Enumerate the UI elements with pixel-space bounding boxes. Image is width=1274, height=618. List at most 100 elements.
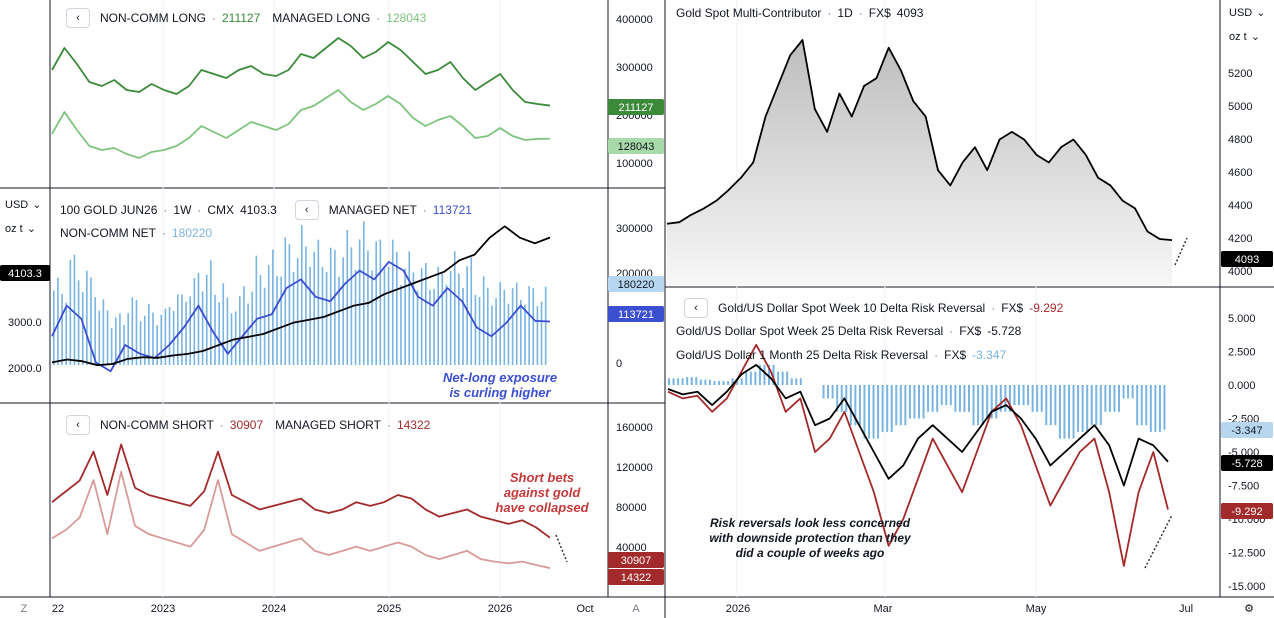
net-bar bbox=[160, 314, 163, 365]
axis-tick: 5200 bbox=[1228, 68, 1252, 80]
axis-tick: 2.500 bbox=[1228, 347, 1256, 359]
legend-value: 14322 bbox=[396, 418, 431, 432]
net-bar bbox=[210, 260, 212, 365]
rr-bar bbox=[990, 385, 993, 419]
rr-bar bbox=[1122, 385, 1125, 399]
rr-bar bbox=[931, 385, 934, 412]
currency-select[interactable]: USD ⌄ bbox=[1229, 6, 1265, 20]
rr-legend-2: Gold/US Dollar Spot Week 25 Delta Risk R… bbox=[676, 324, 1022, 338]
rr-bar bbox=[972, 385, 975, 426]
net-bar bbox=[131, 297, 134, 365]
legend-label: NON-COMM SHORT bbox=[100, 418, 214, 432]
net-bar bbox=[247, 303, 249, 365]
rr-bar bbox=[1077, 385, 1080, 432]
rr-bar bbox=[836, 385, 839, 412]
chevron-down-icon: ⌄ bbox=[32, 199, 42, 211]
value-badge: -9.292 bbox=[1231, 506, 1262, 518]
rr-bar bbox=[831, 385, 834, 399]
value-badge-bg bbox=[608, 276, 664, 292]
net-bar bbox=[511, 287, 514, 365]
rr-bar bbox=[886, 385, 889, 432]
net-bar bbox=[342, 257, 344, 365]
rr-bar bbox=[999, 385, 1002, 412]
rr-bar bbox=[1040, 385, 1043, 412]
net-bar bbox=[61, 293, 63, 365]
axis-tick: 4000 bbox=[1228, 266, 1252, 278]
rr-bar bbox=[872, 385, 875, 439]
axis-tick: -12.500 bbox=[1228, 548, 1265, 560]
rr-bar bbox=[1104, 385, 1107, 412]
net-bar bbox=[280, 276, 282, 365]
rr-bar bbox=[1163, 385, 1166, 430]
net-bar bbox=[404, 268, 406, 365]
currency-select[interactable]: USD ⌄ bbox=[5, 198, 42, 212]
net-bar bbox=[474, 294, 477, 365]
net-bar bbox=[81, 292, 84, 365]
net-bar bbox=[164, 308, 167, 365]
net-bar bbox=[325, 272, 328, 365]
net-bar bbox=[532, 288, 535, 365]
unit-select[interactable]: oz t ⌄ bbox=[1229, 30, 1260, 44]
net-bar bbox=[536, 306, 539, 365]
trend-arrow bbox=[1174, 237, 1188, 266]
collapse-legend-button[interactable]: ‹ bbox=[66, 415, 90, 435]
axis-tick: 300000 bbox=[616, 223, 653, 235]
rr-bar bbox=[790, 378, 793, 385]
rr-bar bbox=[981, 385, 984, 426]
net-bar bbox=[391, 239, 394, 365]
series-line-managed-net bbox=[51, 260, 551, 373]
short-legend: ‹ NON-COMM SHORT · 30907 MANAGED SHORT ·… bbox=[66, 415, 430, 435]
rr-bar bbox=[958, 385, 961, 412]
trend-arrow bbox=[1144, 514, 1173, 569]
value-badge-bg bbox=[608, 569, 664, 585]
price-legend-row2: NON-COMM NET · 180220 bbox=[60, 226, 213, 240]
net-bar bbox=[218, 302, 220, 365]
net-bar bbox=[363, 221, 365, 365]
net-bar bbox=[371, 270, 373, 365]
legend-value: -5.728 bbox=[987, 324, 1022, 338]
net-bar bbox=[437, 266, 439, 365]
net-bar bbox=[520, 299, 522, 365]
net-bar bbox=[420, 268, 423, 365]
collapse-legend-button[interactable]: ‹ bbox=[684, 298, 708, 318]
rr-legend-1: ‹ Gold/US Dollar Spot Week 10 Delta Risk… bbox=[684, 298, 1063, 318]
axis-tick: 4600 bbox=[1228, 167, 1252, 179]
series-line-noncomm-long bbox=[51, 37, 551, 107]
net-bar bbox=[102, 299, 105, 365]
collapse-legend-button[interactable]: ‹ bbox=[294, 200, 319, 220]
x-axis-tick: Jul bbox=[1179, 603, 1193, 615]
net-bar bbox=[499, 282, 501, 365]
rr-bar bbox=[1108, 385, 1111, 412]
net-bar bbox=[487, 287, 489, 365]
price-legend: 100 GOLD JUN26 · 1W · CMX 4103.3 ‹ MANAG… bbox=[60, 200, 472, 220]
legend-label: NON-COMM LONG bbox=[100, 11, 206, 25]
axis-tick: 5.000 bbox=[1228, 313, 1256, 325]
rr-bar bbox=[968, 385, 970, 412]
net-bar bbox=[329, 247, 332, 365]
rr-bar bbox=[736, 378, 739, 385]
rr-bar bbox=[1158, 385, 1161, 432]
rr-bar bbox=[858, 385, 861, 426]
rr-bar bbox=[1127, 385, 1130, 399]
net-bar bbox=[441, 273, 444, 365]
rr-bar bbox=[913, 385, 916, 419]
auto-scale-button: A bbox=[632, 603, 640, 615]
net-bar bbox=[143, 315, 146, 365]
legend-label: MANAGED SHORT bbox=[275, 418, 381, 432]
axis-tick: 2000.0 bbox=[8, 363, 42, 375]
net-bar bbox=[544, 286, 547, 365]
rr-bar bbox=[1149, 385, 1152, 432]
net-bar bbox=[524, 304, 526, 365]
axis-tick: 120000 bbox=[616, 462, 653, 474]
price-badge: 4093 bbox=[1235, 254, 1259, 266]
net-bar bbox=[387, 266, 390, 365]
collapse-legend-button[interactable]: ‹ bbox=[66, 8, 90, 28]
net-bar bbox=[251, 291, 253, 365]
annotation-line: against gold bbox=[503, 485, 581, 500]
unit-select[interactable]: oz t ⌄ bbox=[5, 222, 36, 236]
rr-bar bbox=[1136, 385, 1139, 426]
net-bar bbox=[255, 255, 258, 365]
x-axis-tick: Mar bbox=[874, 603, 893, 615]
price-badge-bg bbox=[0, 265, 50, 281]
legend-value: 180220 bbox=[172, 226, 213, 240]
